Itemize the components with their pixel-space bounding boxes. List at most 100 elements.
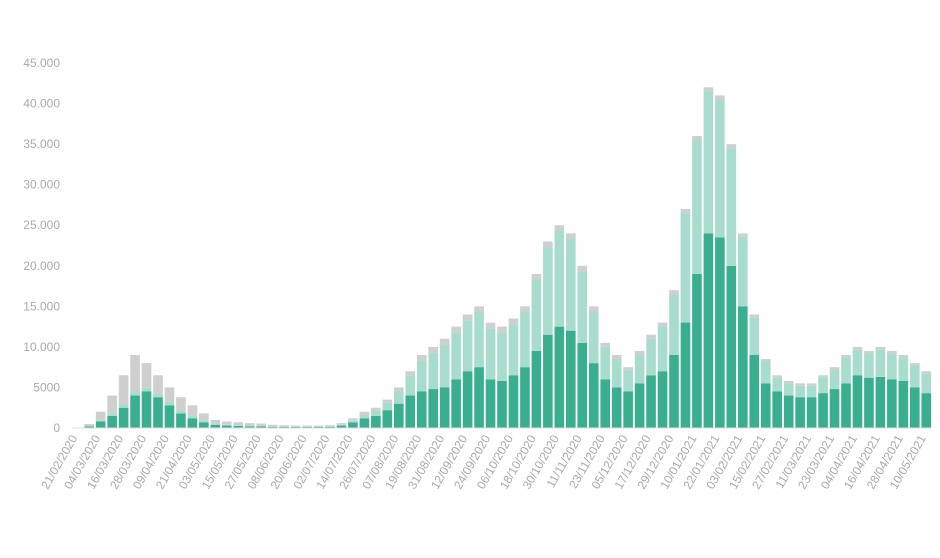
bar [715,237,725,428]
bar [565,239,576,331]
bar [359,415,370,419]
bar [520,312,530,368]
bar [176,413,186,428]
bar [646,334,656,339]
bar [348,420,358,423]
bar [439,387,450,428]
bar [267,426,278,428]
bar [371,407,381,411]
bar [783,395,794,428]
bar [875,346,886,350]
bar [657,371,668,428]
bar [256,426,267,428]
bar [130,355,140,392]
bar [428,352,439,390]
bar [348,422,358,428]
bar [841,355,851,358]
bar [611,387,622,428]
bar [382,410,393,428]
bar [485,379,496,428]
bar [875,376,886,428]
bar [210,424,221,428]
bar [841,383,851,428]
bar [680,322,691,428]
bar [497,380,507,428]
bar [221,421,232,425]
y-tick-label: 10.000 [23,340,60,354]
bar [543,241,553,248]
bar [244,423,255,426]
bar [118,404,129,408]
bar [852,349,863,376]
y-tick-label: 0 [53,421,60,435]
bar [909,363,920,366]
bar [279,425,289,427]
bar [416,391,427,428]
bar [749,355,760,428]
bar [416,355,427,361]
bar [107,395,117,414]
bar [703,87,714,92]
bar [462,320,473,372]
bar [543,247,553,335]
bar [95,411,106,420]
bar [634,383,645,428]
bar [348,418,358,421]
bar [680,213,691,323]
bar [290,425,301,427]
bar [565,330,576,428]
bar [715,95,725,100]
bar [474,367,484,428]
bar [818,375,828,378]
bar [244,425,255,427]
bar [531,273,542,280]
bar [692,136,702,141]
bar [921,373,932,394]
y-tick-label: 35.000 [23,137,60,151]
bar [439,338,450,345]
bar [806,397,817,428]
bar [405,371,416,376]
bar [898,355,909,358]
bar [715,99,725,238]
bar [130,395,140,428]
bar [577,342,588,428]
bar [783,383,794,396]
bar [267,424,278,427]
bar [554,326,565,428]
bar [233,425,244,428]
bar [760,361,771,384]
bar [600,346,611,380]
bar [439,344,450,388]
bar [508,324,519,376]
bar [84,423,95,427]
bar [669,294,679,355]
bar [325,426,335,428]
bar [623,367,633,371]
bar [451,326,461,333]
bar [634,350,645,355]
bar [428,389,439,428]
bar [336,423,347,425]
bar [864,350,874,354]
bar [359,411,370,416]
bar [577,265,588,272]
bar [611,355,622,360]
bar [451,332,461,380]
bar [795,397,805,428]
bar [669,355,679,428]
bar [199,413,209,421]
bar [462,371,473,428]
bar [371,415,381,428]
bar [669,290,679,295]
bar [531,279,542,351]
bar [95,419,106,422]
bar [806,383,817,386]
bar [279,426,289,428]
bar [864,353,874,378]
bar [852,375,863,428]
bar [451,379,461,428]
bar [726,265,737,428]
bar [864,377,874,428]
bar [795,385,805,398]
